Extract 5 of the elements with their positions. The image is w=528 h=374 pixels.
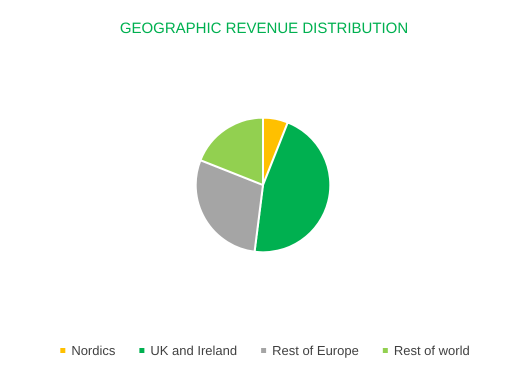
chart-title: GEOGRAPHIC REVENUE DISTRIBUTION (120, 20, 408, 37)
legend-label: Nordics (71, 343, 116, 358)
legend-label: UK and Ireland (150, 343, 238, 358)
legend-label: Rest of world (394, 343, 470, 358)
legend-label: Rest of Europe (272, 343, 359, 358)
